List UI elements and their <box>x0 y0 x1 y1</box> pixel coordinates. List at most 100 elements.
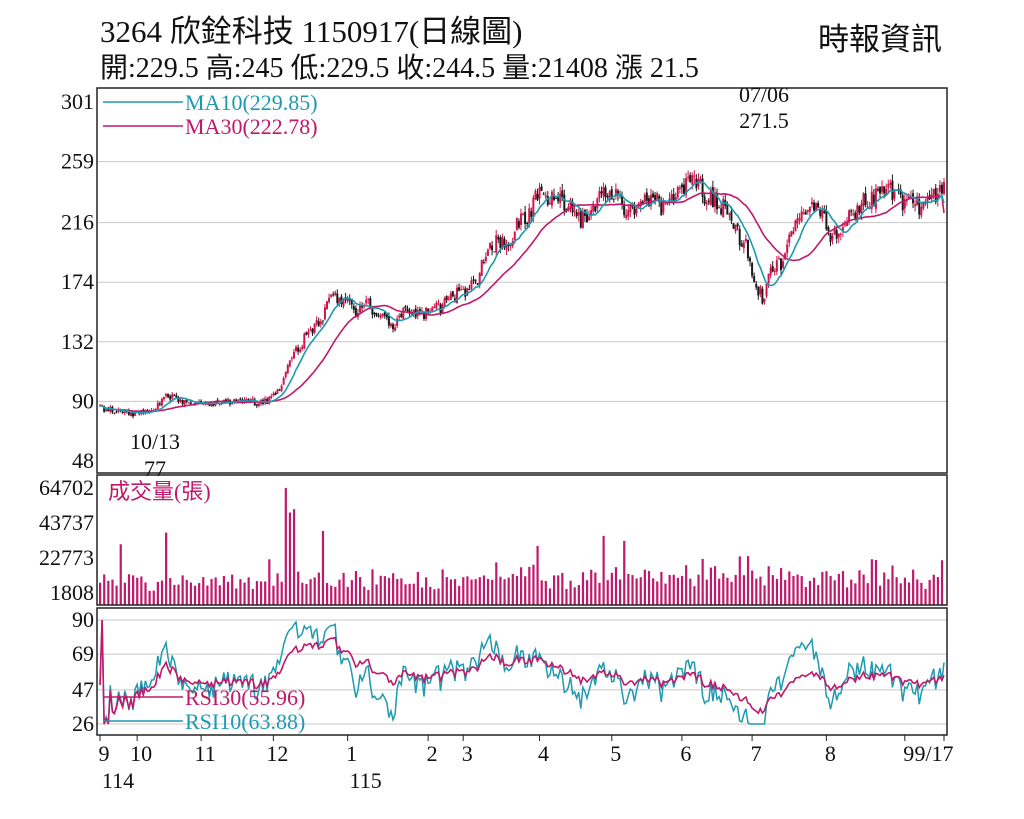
candle <box>470 280 473 289</box>
candle <box>569 199 572 207</box>
candle <box>538 187 541 199</box>
x-month-label: 9/17 <box>914 741 953 766</box>
candle <box>870 191 873 209</box>
price-tick-label: 90 <box>72 388 94 413</box>
volume-bar <box>404 584 407 605</box>
volume-bar <box>788 571 791 605</box>
volume-bar <box>169 578 172 605</box>
candle <box>588 216 591 221</box>
candle <box>336 293 339 304</box>
candle <box>751 263 754 276</box>
candle <box>676 187 679 198</box>
candle <box>235 399 238 402</box>
candle <box>812 202 815 211</box>
volume-bar <box>536 545 539 605</box>
volume-bar <box>268 559 271 605</box>
volume-bar <box>222 576 226 605</box>
x-year-label: 114 <box>102 768 134 793</box>
candle <box>662 200 665 213</box>
volume-bar <box>693 586 696 605</box>
candle <box>656 193 659 200</box>
candle <box>528 208 531 224</box>
candle <box>495 235 498 253</box>
candle <box>879 187 882 194</box>
volume-bar <box>557 575 560 605</box>
candle <box>660 202 663 216</box>
candle <box>361 305 364 308</box>
candle <box>455 287 458 304</box>
volume-bar <box>891 565 894 605</box>
volume-bar <box>837 573 840 605</box>
volume-bar <box>879 585 882 605</box>
candle <box>524 212 527 224</box>
candle <box>573 210 576 212</box>
candle <box>825 211 828 230</box>
volume-bar <box>569 580 572 605</box>
volume-bar <box>528 566 531 605</box>
volume-bar <box>573 587 576 605</box>
volume-bar <box>371 569 374 605</box>
volume-bar <box>577 585 580 605</box>
candle <box>645 192 648 201</box>
candle <box>268 396 271 404</box>
candle <box>664 203 667 205</box>
candle <box>515 218 518 230</box>
candle <box>522 213 525 215</box>
candle <box>132 412 135 417</box>
candle <box>817 202 820 208</box>
volume-bar <box>746 556 750 605</box>
volume-bar <box>458 585 461 605</box>
volume-bar <box>705 579 708 605</box>
volume-bar <box>160 580 164 605</box>
candle <box>375 312 378 316</box>
candle <box>377 315 380 317</box>
candle <box>602 186 605 197</box>
candle <box>319 321 322 325</box>
candle <box>286 364 289 374</box>
volume-bar <box>119 544 122 605</box>
candle <box>115 411 118 413</box>
candle <box>872 194 875 207</box>
volume-bar <box>284 488 287 605</box>
candle <box>848 210 851 223</box>
candle <box>668 198 671 201</box>
candle <box>550 191 553 206</box>
volume-bar <box>251 588 254 605</box>
candle <box>305 332 308 335</box>
candle <box>346 298 349 302</box>
rsi30-line <box>99 619 945 725</box>
volume-bar <box>474 579 477 605</box>
candle <box>705 202 708 205</box>
volume-bar <box>730 581 733 605</box>
candle <box>546 196 549 205</box>
candle <box>245 398 248 401</box>
candle <box>627 210 630 217</box>
candle <box>730 211 733 221</box>
volume-bar <box>614 567 618 605</box>
candle <box>165 393 168 396</box>
candle <box>507 245 510 247</box>
candle <box>815 202 818 211</box>
candle <box>614 189 617 197</box>
volume-bar <box>751 570 754 605</box>
volume-bar <box>796 574 799 605</box>
candle <box>493 251 496 253</box>
low-date-annotation: 10/13 <box>130 429 180 454</box>
candle <box>385 314 388 318</box>
volume-bar <box>660 571 663 605</box>
candle <box>806 209 809 212</box>
volume-bar <box>127 574 131 605</box>
volume-bar <box>206 585 209 605</box>
candle <box>107 408 110 412</box>
candle <box>552 194 555 201</box>
volume-bar <box>214 577 217 605</box>
candle <box>819 209 822 216</box>
candle <box>460 289 463 291</box>
candle <box>790 231 793 237</box>
volume-bar <box>342 572 345 605</box>
candle <box>854 212 857 221</box>
candle <box>707 200 710 203</box>
candle <box>307 331 310 335</box>
volume-bar <box>825 571 828 605</box>
volume-bar <box>396 579 399 605</box>
